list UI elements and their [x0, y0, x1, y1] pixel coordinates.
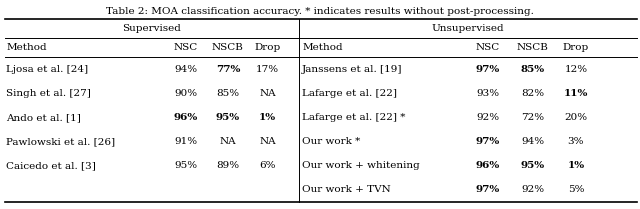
Text: 5%: 5%: [568, 185, 584, 194]
Text: 77%: 77%: [216, 65, 240, 74]
Text: Method: Method: [302, 43, 342, 52]
Text: 82%: 82%: [521, 89, 544, 98]
Text: 92%: 92%: [521, 185, 544, 194]
Text: Method: Method: [6, 43, 47, 52]
Text: 95%: 95%: [174, 161, 197, 170]
Text: Janssens et al. [19]: Janssens et al. [19]: [302, 65, 403, 74]
Text: 89%: 89%: [216, 161, 239, 170]
Text: Our work + whitening: Our work + whitening: [302, 161, 420, 170]
Text: Lafarge et al. [22] *: Lafarge et al. [22] *: [302, 113, 406, 122]
Text: 85%: 85%: [216, 89, 239, 98]
Text: Unsupervised: Unsupervised: [431, 24, 504, 33]
Text: NSC: NSC: [173, 43, 198, 52]
Text: Drop: Drop: [254, 43, 281, 52]
Text: 97%: 97%: [476, 65, 500, 74]
Text: 72%: 72%: [521, 113, 544, 122]
Text: 1%: 1%: [568, 161, 584, 170]
Text: 95%: 95%: [216, 113, 240, 122]
Text: 94%: 94%: [174, 65, 197, 74]
Text: 85%: 85%: [520, 65, 545, 74]
Text: NSC: NSC: [476, 43, 500, 52]
Text: Lafarge et al. [22]: Lafarge et al. [22]: [302, 89, 397, 98]
Text: 1%: 1%: [259, 113, 276, 122]
Text: Supervised: Supervised: [123, 24, 181, 33]
Text: Table 2: MOA classification accuracy. * indicates results without post-processin: Table 2: MOA classification accuracy. * …: [106, 7, 534, 16]
Text: Caicedo et al. [3]: Caicedo et al. [3]: [6, 161, 96, 170]
Text: NSCB: NSCB: [516, 43, 548, 52]
Text: NA: NA: [259, 137, 276, 146]
Text: 11%: 11%: [564, 89, 588, 98]
Text: 93%: 93%: [476, 89, 499, 98]
Text: 12%: 12%: [564, 65, 588, 74]
Text: Ljosa et al. [24]: Ljosa et al. [24]: [6, 65, 88, 74]
Text: 96%: 96%: [476, 161, 500, 170]
Text: 20%: 20%: [564, 113, 588, 122]
Text: NSCB: NSCB: [212, 43, 244, 52]
Text: 97%: 97%: [476, 137, 500, 146]
Text: Our work + TVN: Our work + TVN: [302, 185, 391, 194]
Text: Our work *: Our work *: [302, 137, 360, 146]
Text: 90%: 90%: [174, 89, 197, 98]
Text: 96%: 96%: [173, 113, 198, 122]
Text: 94%: 94%: [521, 137, 544, 146]
Text: 17%: 17%: [256, 65, 279, 74]
Text: Drop: Drop: [563, 43, 589, 52]
Text: 92%: 92%: [476, 113, 499, 122]
Text: 97%: 97%: [476, 185, 500, 194]
Text: Pawlowski et al. [26]: Pawlowski et al. [26]: [6, 137, 116, 146]
Text: Ando et al. [1]: Ando et al. [1]: [6, 113, 81, 122]
Text: 3%: 3%: [568, 137, 584, 146]
Text: 91%: 91%: [174, 137, 197, 146]
Text: Singh et al. [27]: Singh et al. [27]: [6, 89, 92, 98]
Text: NA: NA: [220, 137, 236, 146]
Text: NA: NA: [259, 89, 276, 98]
Text: 95%: 95%: [520, 161, 545, 170]
Text: 6%: 6%: [259, 161, 276, 170]
